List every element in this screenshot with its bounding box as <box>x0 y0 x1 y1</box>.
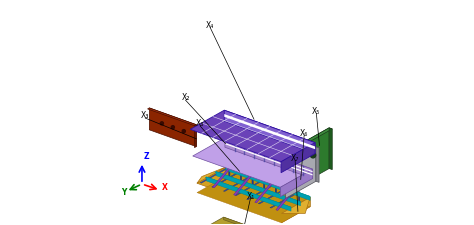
Polygon shape <box>197 167 226 183</box>
Polygon shape <box>258 187 288 204</box>
Polygon shape <box>287 187 288 198</box>
Circle shape <box>310 153 316 158</box>
Polygon shape <box>276 188 296 211</box>
Circle shape <box>182 130 185 133</box>
Polygon shape <box>224 114 315 149</box>
Polygon shape <box>270 191 300 208</box>
Polygon shape <box>197 176 310 223</box>
Polygon shape <box>216 171 301 206</box>
Polygon shape <box>200 167 230 183</box>
Polygon shape <box>224 217 318 225</box>
Polygon shape <box>212 171 242 187</box>
Text: X₁: X₁ <box>246 192 255 201</box>
Polygon shape <box>316 147 319 182</box>
Polygon shape <box>282 197 310 213</box>
Text: X: X <box>162 183 167 192</box>
Circle shape <box>171 126 174 129</box>
Polygon shape <box>252 175 253 186</box>
Polygon shape <box>281 169 312 197</box>
Polygon shape <box>205 177 291 208</box>
Text: X₈: X₈ <box>196 119 204 128</box>
Polygon shape <box>149 108 196 147</box>
Text: X₆: X₆ <box>300 129 308 138</box>
Polygon shape <box>223 175 253 191</box>
Polygon shape <box>226 167 310 207</box>
Polygon shape <box>255 181 274 203</box>
Polygon shape <box>229 167 230 178</box>
Polygon shape <box>240 171 242 182</box>
Polygon shape <box>225 138 312 179</box>
Polygon shape <box>215 171 301 202</box>
Polygon shape <box>297 128 332 147</box>
Text: X₃: X₃ <box>141 111 149 120</box>
Polygon shape <box>197 167 310 213</box>
Polygon shape <box>234 173 253 195</box>
Circle shape <box>160 122 164 125</box>
Polygon shape <box>193 138 312 187</box>
Polygon shape <box>235 179 265 196</box>
Text: X₅: X₅ <box>312 107 320 116</box>
Polygon shape <box>147 108 196 126</box>
Polygon shape <box>281 143 315 173</box>
Polygon shape <box>275 183 276 194</box>
Polygon shape <box>329 128 332 170</box>
Polygon shape <box>212 166 232 188</box>
Text: X₇: X₇ <box>291 154 299 163</box>
Polygon shape <box>190 110 315 162</box>
Polygon shape <box>226 166 310 200</box>
Polygon shape <box>297 128 329 187</box>
Polygon shape <box>299 191 300 202</box>
Polygon shape <box>224 110 315 154</box>
Text: X₂: X₂ <box>182 93 190 102</box>
Polygon shape <box>188 217 318 225</box>
Polygon shape <box>225 143 312 176</box>
Polygon shape <box>225 140 312 172</box>
Polygon shape <box>224 166 310 197</box>
Polygon shape <box>264 179 265 190</box>
Text: Z: Z <box>144 153 149 162</box>
Polygon shape <box>285 147 316 198</box>
Text: X₄: X₄ <box>206 20 214 29</box>
Polygon shape <box>246 183 276 200</box>
Polygon shape <box>194 125 196 148</box>
Polygon shape <box>285 147 319 165</box>
Polygon shape <box>207 177 291 211</box>
Polygon shape <box>282 197 310 223</box>
Text: Y: Y <box>121 188 127 197</box>
